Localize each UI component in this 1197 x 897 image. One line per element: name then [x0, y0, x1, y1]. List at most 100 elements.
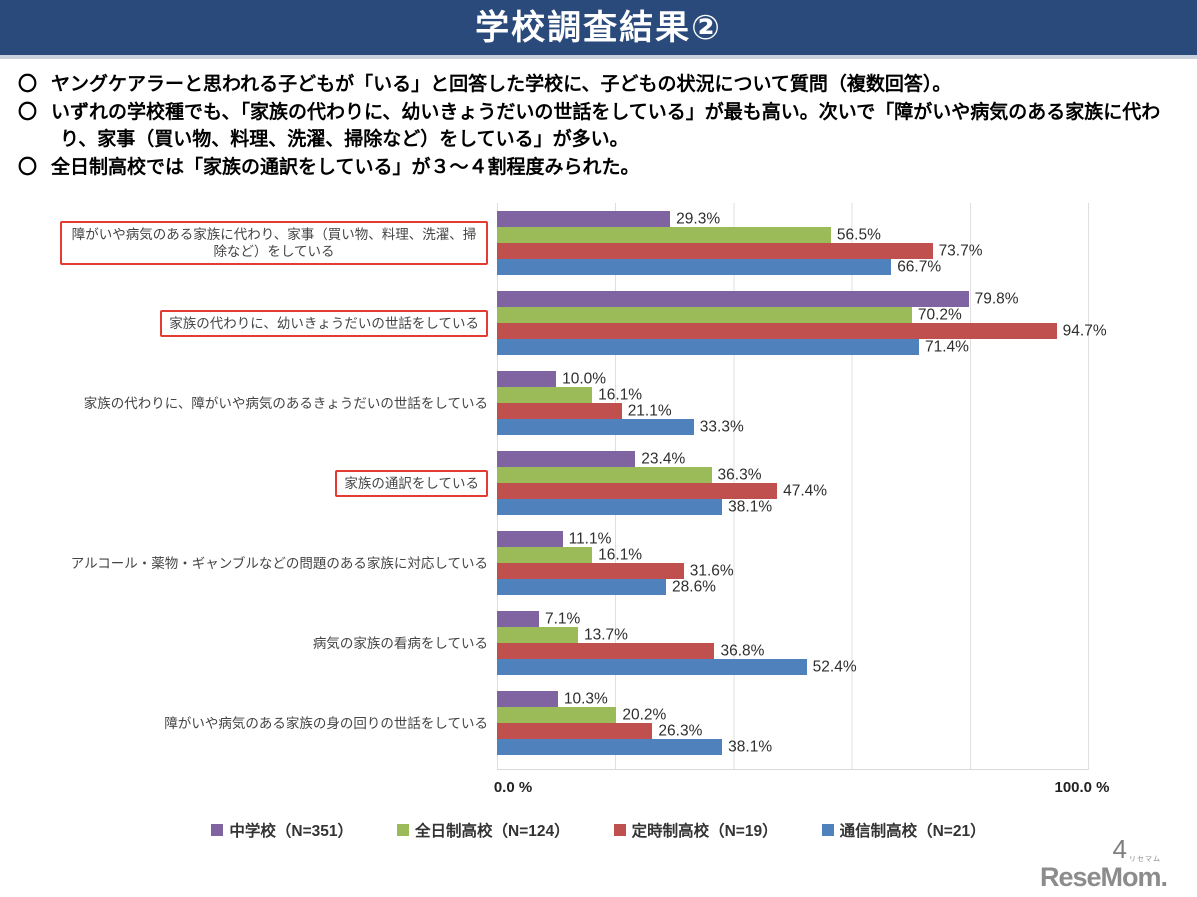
- value-label: 11.1%: [568, 530, 612, 548]
- bar-series-0: [497, 211, 671, 227]
- value-label: 36.3%: [717, 466, 762, 484]
- legend-swatch-icon: [613, 824, 626, 836]
- bar-series-0: [497, 691, 558, 707]
- legend-label: 中学校（N=351）: [229, 823, 353, 840]
- chart-row-1: 家族の代わりに、幼いきょうだいの世話をしている 79.8% 70.2% 94.7% 71…: [0, 283, 1197, 363]
- category-label-cell: 病気の家族の看病をしている: [0, 635, 497, 652]
- bar-holder: 73.7%: [497, 243, 1088, 259]
- bar-holder: 94.7%: [497, 323, 1107, 339]
- chart-row-6: 障がいや病気のある家族の身の回りの世話をしている 10.3% 20.2% 26.3% 3…: [0, 683, 1197, 763]
- legend-item-1: 全日制高校（N=124）: [397, 819, 570, 841]
- page-number: 4: [1112, 834, 1127, 864]
- bar-group: 7.1% 13.7% 36.8% 52.4%: [497, 611, 1088, 675]
- value-label: 33.3%: [699, 418, 744, 436]
- bar-series-2: [497, 563, 684, 579]
- header-band: 学校調査結果②: [0, 0, 1197, 59]
- chart-row-5: 病気の家族の看病をしている 7.1% 13.7% 36.8% 52.4%: [0, 603, 1197, 683]
- bar-holder: 36.3%: [497, 467, 1088, 483]
- bar-holder: 31.6%: [497, 563, 1088, 579]
- value-label: 56.5%: [836, 226, 881, 244]
- bar-series-2: [497, 403, 622, 419]
- category-label-highlighted: 障がいや病気のある家族に代わり、家事（買い物、料理、洗濯、掃除など）をしている: [60, 221, 488, 265]
- bar-holder: 10.3%: [497, 691, 1088, 707]
- bar-holder: 7.1%: [497, 611, 1088, 627]
- category-label-cell: アルコール・薬物・ギャンブルなどの問題のある家族に対応している: [0, 555, 497, 572]
- category-label-cell: 障がいや病気のある家族に代わり、家事（買い物、料理、洗濯、掃除など）をしている: [0, 221, 497, 265]
- bar-series-3: [497, 339, 919, 355]
- bar-series-2: [497, 723, 653, 739]
- bar-holder: 13.7%: [497, 627, 1088, 643]
- value-label: 7.1%: [544, 610, 581, 628]
- chart: 障がいや病気のある家族に代わり、家事（買い物、料理、洗濯、掃除など）をしている 2…: [0, 203, 1197, 841]
- bar-holder: 52.4%: [497, 659, 1088, 675]
- bar-series-0: [497, 451, 636, 467]
- bar-series-3: [497, 659, 807, 675]
- category-label-cell: 家族の代わりに、幼いきょうだいの世話をしている: [0, 309, 497, 337]
- legend-swatch-icon: [211, 824, 224, 836]
- bullet-text: いずれの学校種でも、「家族の代わりに、幼いきょうだいの世話をしている」が最も高い…: [51, 102, 1161, 150]
- x-axis-max-label: 100.0 %: [1054, 779, 1110, 796]
- chart-row-3: 家族の通訳をしている 23.4% 36.3% 47.4% 38.1%: [0, 443, 1197, 523]
- bar-holder: 28.6%: [497, 579, 1088, 595]
- bar-holder: 23.4%: [497, 451, 1088, 467]
- value-label: 28.6%: [672, 578, 716, 596]
- bar-holder: 29.3%: [497, 211, 1088, 227]
- bar-group: 29.3% 56.5% 73.7% 66.7%: [497, 211, 1088, 275]
- category-label-cell: 家族の通訳をしている: [0, 469, 497, 497]
- value-label: 20.2%: [622, 706, 667, 724]
- bar-series-3: [497, 499, 723, 515]
- bar-holder: 38.1%: [497, 739, 1088, 755]
- value-label: 79.8%: [974, 290, 1019, 308]
- bullet-marker: 〇: [18, 157, 38, 178]
- category-label: アルコール・薬物・ギャンブルなどの問題のある家族に対応している: [70, 555, 488, 571]
- bar-holder: 33.3%: [497, 419, 1088, 435]
- value-label: 52.4%: [812, 658, 857, 676]
- plot-rows: 障がいや病気のある家族に代わり、家事（買い物、料理、洗濯、掃除など）をしている 2…: [0, 203, 1197, 763]
- bar-group: 23.4% 36.3% 47.4% 38.1%: [497, 451, 1088, 515]
- value-label: 38.1%: [728, 498, 773, 516]
- logo-text: ReseMom.: [1039, 862, 1168, 892]
- value-label: 21.1%: [627, 402, 672, 420]
- legend-item-2: 定時制高校（N=19）: [613, 819, 778, 841]
- page-title: 学校調査結果②: [475, 8, 722, 47]
- bullet-1: 〇いずれの学校種でも、「家族の代わりに、幼いきょうだいの世話をしている」が最も高…: [18, 99, 1179, 153]
- legend-item-0: 中学校（N=351）: [211, 819, 353, 841]
- bar-group: 11.1% 16.1% 31.6% 28.6%: [497, 531, 1088, 595]
- value-label: 38.1%: [728, 738, 773, 756]
- bar-holder: 66.7%: [497, 259, 1088, 275]
- bar-holder: 26.3%: [497, 723, 1088, 739]
- bar-series-3: [497, 579, 667, 595]
- category-label: 障がいや病気のある家族の身の回りの世話をしている: [164, 715, 488, 731]
- value-label: 16.1%: [598, 386, 643, 404]
- value-label: 70.2%: [917, 306, 962, 324]
- logo-ruby-text: リセマム: [1129, 856, 1161, 863]
- bar-series-1: [497, 707, 617, 723]
- bar-holder: 36.8%: [497, 643, 1088, 659]
- bar-series-1: [497, 227, 831, 243]
- bullet-text: ヤングケアラーと思われる子どもが「いる」と回答した学校に、子どもの状況について質…: [51, 74, 952, 95]
- category-label-cell: 家族の代わりに、障がいや病気のあるきょうだいの世話をしている: [0, 395, 497, 412]
- legend-swatch-icon: [397, 824, 409, 836]
- value-label: 47.4%: [783, 482, 828, 500]
- resemom-logo: リセマム ReseMom.: [1039, 856, 1168, 892]
- category-label-highlighted: 家族の通訳をしている: [335, 469, 488, 497]
- legend-swatch-icon: [821, 824, 834, 836]
- value-label: 31.6%: [689, 562, 734, 580]
- bullet-marker: 〇: [18, 102, 38, 123]
- bar-series-0: [497, 371, 557, 387]
- x-axis-min-label: 0.0 %: [493, 779, 533, 796]
- legend-label: 全日制高校（N=124）: [415, 823, 570, 840]
- value-label: 13.7%: [583, 626, 628, 644]
- value-label: 66.7%: [897, 258, 942, 276]
- bar-group: 10.3% 20.2% 26.3% 38.1%: [497, 691, 1088, 755]
- bullet-2: 〇全日制高校では「家族の通訳をしている」が３～４割程度みられた。: [18, 154, 1179, 181]
- bar-holder: 38.1%: [497, 499, 1088, 515]
- category-label: 病気の家族の看病をしている: [312, 635, 488, 651]
- bar-series-3: [497, 259, 892, 275]
- value-label: 71.4%: [924, 338, 969, 356]
- value-label: 29.3%: [676, 210, 721, 228]
- bar-series-1: [497, 307, 912, 323]
- bar-holder: 20.2%: [497, 707, 1088, 723]
- bar-series-0: [497, 611, 539, 627]
